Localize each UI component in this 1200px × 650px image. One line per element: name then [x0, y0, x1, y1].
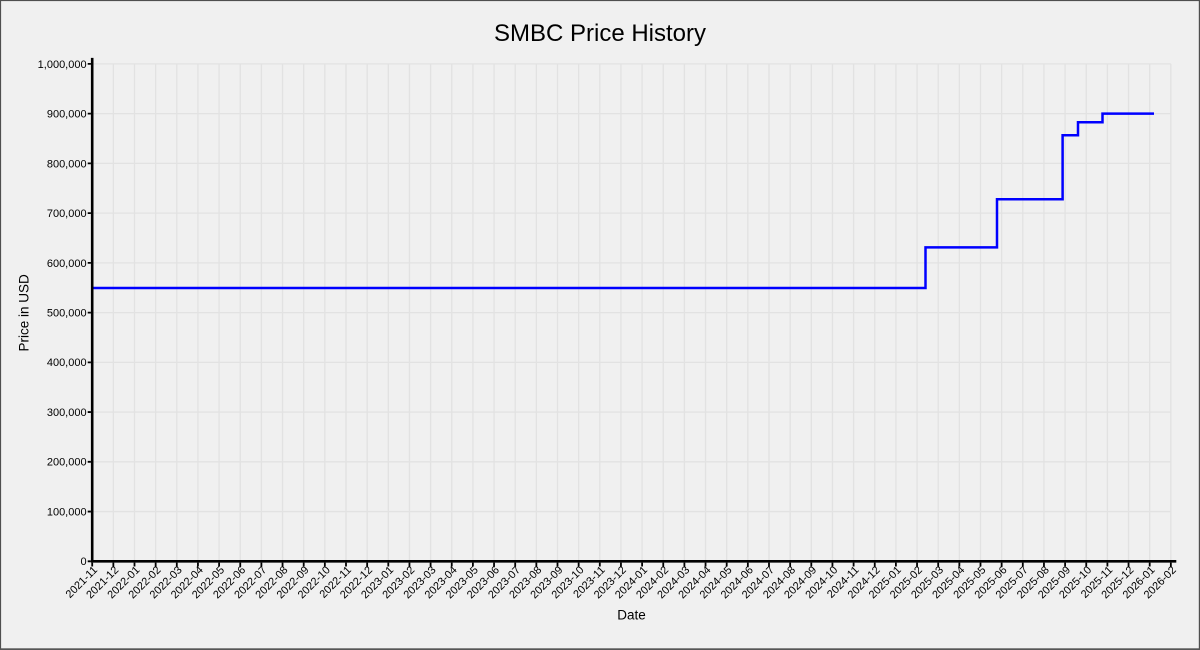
- svg-text:500,000: 500,000: [47, 308, 87, 320]
- svg-text:900,000: 900,000: [47, 109, 87, 121]
- svg-text:0: 0: [80, 556, 86, 568]
- svg-text:100,000: 100,000: [47, 506, 87, 518]
- svg-text:Price in USD: Price in USD: [17, 274, 32, 352]
- svg-text:400,000: 400,000: [47, 357, 87, 369]
- svg-text:700,000: 700,000: [47, 208, 87, 220]
- svg-text:200,000: 200,000: [47, 457, 87, 469]
- svg-text:300,000: 300,000: [47, 407, 87, 419]
- svg-text:800,000: 800,000: [47, 158, 87, 170]
- svg-text:600,000: 600,000: [47, 258, 87, 270]
- svg-text:1,000,000: 1,000,000: [38, 59, 87, 71]
- svg-text:SMBC Price History: SMBC Price History: [494, 20, 706, 47]
- svg-text:Date: Date: [617, 608, 646, 623]
